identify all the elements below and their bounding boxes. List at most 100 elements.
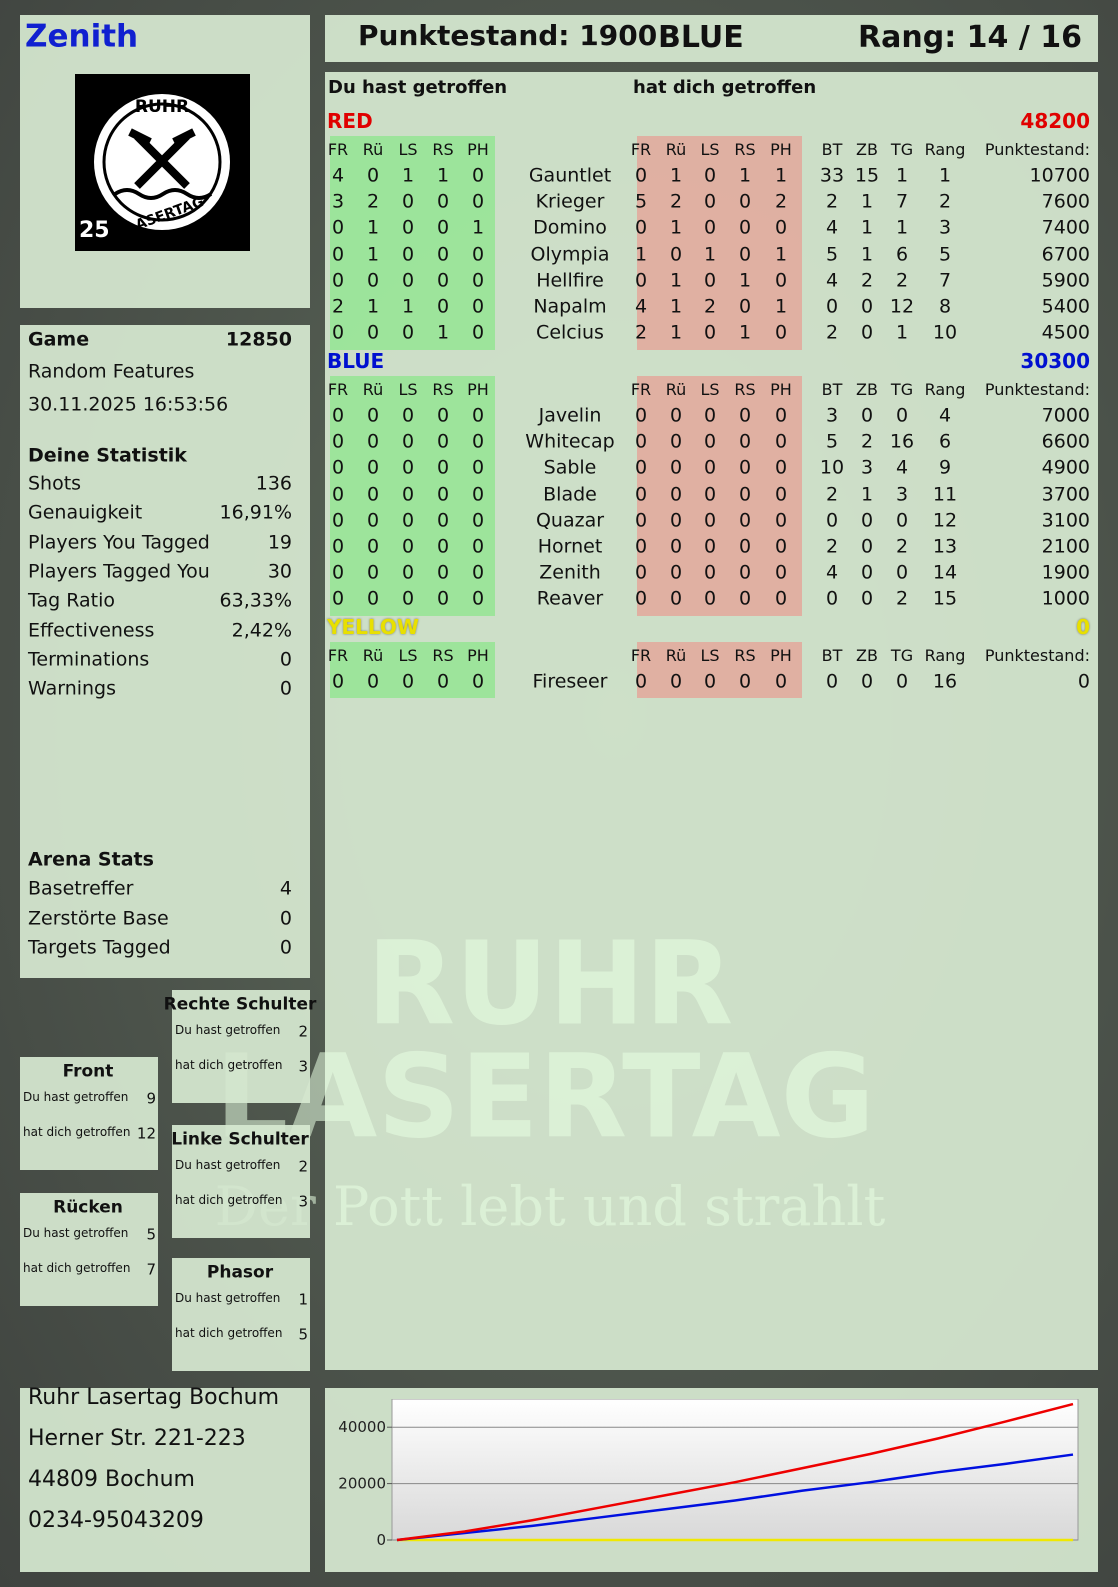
- player-stat: 2: [895, 535, 909, 558]
- column-header: Rü: [665, 140, 687, 159]
- address-panel: [20, 1388, 310, 1572]
- watermark: RUHR: [366, 917, 734, 1052]
- got-count: 0: [669, 430, 683, 453]
- zone-value: 1: [298, 1290, 308, 1309]
- player-name: Napalm: [533, 295, 607, 318]
- zone-panel: [172, 1125, 310, 1238]
- hit-count: 0: [471, 295, 485, 318]
- hit-count: 1: [401, 164, 415, 187]
- zone-label: hat dich getroffen: [175, 1326, 283, 1340]
- zone-label: hat dich getroffen: [175, 1058, 283, 1072]
- hit-count: 0: [436, 483, 450, 506]
- hit-count: 0: [331, 670, 345, 693]
- player-stat: 8: [938, 295, 952, 318]
- hit-count: 0: [331, 430, 345, 453]
- got-count: 0: [774, 509, 788, 532]
- player-stat: 2: [895, 587, 909, 610]
- hit-count: 2: [331, 295, 345, 318]
- hit-count: 3: [331, 190, 345, 213]
- hit-count: 0: [471, 535, 485, 558]
- zone-label: hat dich getroffen: [175, 1193, 283, 1207]
- column-header: LS: [398, 140, 418, 159]
- got-count: 0: [738, 587, 752, 610]
- zone-label: Du hast getroffen: [23, 1090, 129, 1104]
- got-count: 1: [738, 269, 752, 292]
- stats-panel: [20, 325, 310, 978]
- player-stat: 2: [895, 269, 909, 292]
- hit-count: 1: [436, 321, 450, 344]
- got-count: 0: [703, 509, 717, 532]
- hit-count: 0: [436, 587, 450, 610]
- stat-value: 16,91%: [219, 501, 292, 524]
- hit-count: 0: [366, 269, 380, 292]
- player-name: Hornet: [537, 535, 603, 558]
- hit-count: 1: [366, 243, 380, 266]
- got-count: 0: [634, 456, 648, 479]
- hit-count: 0: [401, 483, 415, 506]
- team-total: 0: [1076, 615, 1090, 639]
- got-count: 0: [738, 561, 752, 584]
- player-stat: 10: [819, 456, 845, 479]
- team-name: YELLOW: [327, 615, 419, 639]
- hit-count: 0: [401, 404, 415, 427]
- hit-count: 0: [471, 243, 485, 266]
- player-stat: 2: [860, 430, 874, 453]
- stat-label: Basetreffer: [28, 877, 134, 900]
- hit-count: 0: [436, 535, 450, 558]
- column-header: ZB: [856, 140, 878, 159]
- player-stat: 1: [895, 321, 909, 344]
- column-header: FR: [327, 646, 349, 665]
- hit-count: 0: [366, 456, 380, 479]
- player-name: Fireseer: [532, 670, 608, 693]
- hit-count: 0: [366, 535, 380, 558]
- got-count: 0: [634, 164, 648, 187]
- player-name: Reaver: [536, 587, 604, 610]
- chart: 0 20000 40000: [338, 1399, 1079, 1549]
- series-line: [396, 1402, 1074, 1542]
- got-count: 0: [774, 561, 788, 584]
- got-count: 0: [634, 561, 648, 584]
- hit-count: 0: [331, 216, 345, 239]
- column-header: PH: [770, 646, 792, 665]
- column-header: BT: [821, 646, 843, 665]
- column-header: ZB: [856, 380, 878, 399]
- got-count: 0: [703, 321, 717, 344]
- hit-count: 0: [401, 587, 415, 610]
- team: BLUE: [658, 20, 744, 55]
- player-stat: 6: [938, 430, 952, 453]
- hit-count: 0: [436, 243, 450, 266]
- hit-count: 0: [366, 483, 380, 506]
- got-count: 0: [703, 216, 717, 239]
- got-count: 2: [703, 295, 717, 318]
- hit-count: 0: [436, 190, 450, 213]
- player-stat: 10: [932, 321, 958, 344]
- team-name: RED: [327, 109, 373, 133]
- zone-value: 7: [146, 1260, 156, 1279]
- player-stat: 4: [938, 404, 952, 427]
- got-count: 0: [738, 430, 752, 453]
- zone-label: Du hast getroffen: [175, 1023, 281, 1037]
- player-stat: 1: [895, 164, 909, 187]
- zone-label: Du hast getroffen: [175, 1158, 281, 1172]
- y-tick-label: 20000: [338, 1475, 386, 1493]
- player-name: Blade: [543, 483, 597, 506]
- got-count: 0: [703, 670, 717, 693]
- player-stat: 2: [825, 321, 839, 344]
- zone-value: 3: [298, 1057, 308, 1076]
- address-line: 0234-95043209: [28, 1508, 204, 1533]
- zone-label: hat dich getroffen: [23, 1261, 131, 1275]
- hit-count: 0: [471, 483, 485, 506]
- player-stat: 3: [895, 483, 909, 506]
- column-header: PH: [770, 140, 792, 159]
- got-count: 0: [634, 587, 648, 610]
- hit-count: 0: [471, 430, 485, 453]
- section-title: Deine Statistik: [28, 444, 187, 467]
- got-block: [637, 376, 802, 616]
- hit-count: 0: [331, 404, 345, 427]
- player-name: Olympia: [530, 243, 610, 266]
- player-name: Whitecap: [525, 430, 615, 453]
- hit-count: 0: [436, 561, 450, 584]
- team-name: BLUE: [327, 349, 385, 373]
- column-header: FR: [327, 380, 349, 399]
- got-count: 0: [634, 269, 648, 292]
